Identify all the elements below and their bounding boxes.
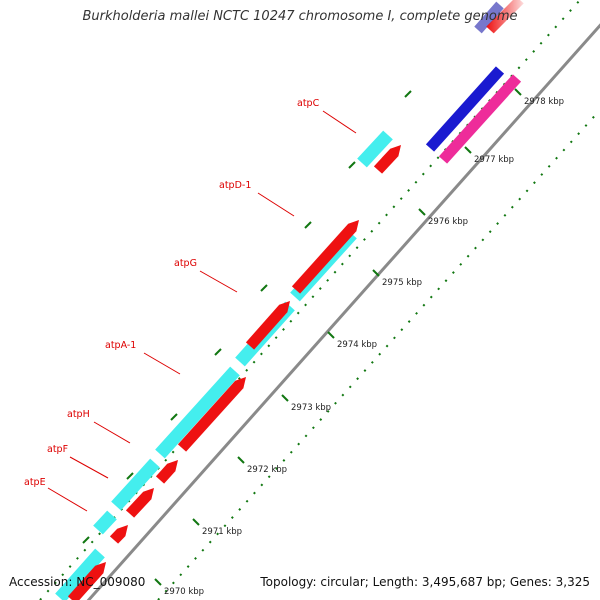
gene-block-reverse[interactable]	[67, 562, 106, 600]
scale-tick	[372, 269, 380, 277]
accession-text: Accession: NC_009080	[9, 575, 146, 589]
gene-block-forward[interactable]	[155, 366, 240, 459]
gene-block-fade-blue[interactable]	[474, 1, 504, 34]
outer-tick	[170, 413, 178, 421]
gene-block-forward[interactable]	[111, 458, 160, 511]
scale-tick	[418, 208, 426, 216]
outer-tick	[126, 472, 134, 480]
gene-leader-line	[322, 110, 357, 134]
scale-tick	[154, 578, 162, 586]
scale-tick	[327, 331, 335, 339]
gene-block-forward[interactable]	[357, 130, 393, 168]
scale-tick-label: 2974 kbp	[337, 340, 377, 350]
gene-label-atpe[interactable]: atpE	[24, 477, 46, 488]
gene-label-atpa-1[interactable]: atpA-1	[105, 340, 136, 351]
gene-label-atpd-1[interactable]: atpD-1	[219, 180, 251, 191]
scale-tick-label: 2973 kbp	[291, 403, 331, 413]
outer-tick	[214, 348, 222, 356]
gene-block-blue[interactable]	[425, 66, 505, 152]
gene-block-reverse[interactable]	[291, 220, 359, 294]
gene-leader-line	[199, 270, 238, 293]
scale-tick-label: 2971 kbp	[202, 527, 242, 537]
scale-tick	[192, 518, 200, 526]
outer-tick	[404, 90, 412, 98]
backbone-line	[86, 23, 600, 600]
gene-leader-line	[93, 421, 131, 444]
gene-leader-line	[47, 487, 88, 512]
gene-block-reverse[interactable]	[155, 460, 178, 484]
gene-block-fade-red[interactable]	[486, 0, 524, 34]
scale-tick-label: 2978 kbp	[524, 97, 564, 107]
outer-tick	[348, 161, 356, 169]
gene-block-magenta[interactable]	[438, 74, 522, 164]
gene-leader-line	[257, 192, 295, 217]
gene-block-forward[interactable]	[93, 510, 117, 535]
scale-tick-label: 2975 kbp	[382, 278, 422, 288]
gene-label-atpf[interactable]: atpF	[47, 444, 68, 455]
scale-tick	[281, 394, 289, 402]
scale-tick	[237, 456, 245, 464]
scale-tick-label: 2976 kbp	[428, 217, 468, 227]
gene-label-atpc[interactable]: atpC	[297, 98, 320, 109]
outer-tick	[82, 536, 90, 544]
gene-block-reverse[interactable]	[109, 525, 128, 544]
gene-block-reverse[interactable]	[373, 145, 401, 174]
scale-tick	[464, 146, 472, 154]
gene-block-reverse[interactable]	[245, 301, 290, 350]
gene-label-atph[interactable]: atpH	[67, 409, 90, 420]
scale-tick-label: 2977 kbp	[474, 155, 514, 165]
gene-label-atpg[interactable]: atpG	[174, 258, 197, 269]
gene-block-reverse[interactable]	[125, 488, 154, 518]
outer-tick	[304, 221, 312, 229]
gene-block-reverse[interactable]	[177, 377, 246, 452]
outer-tick	[260, 284, 268, 292]
page-title: Burkholderia mallei NCTC 10247 chromosom…	[82, 9, 518, 24]
scale-tick	[514, 88, 522, 96]
gene-leader-line	[69, 456, 109, 479]
genome-summary-text: Topology: circular; Length: 3,495,687 bp…	[260, 575, 590, 589]
scale-tick-label: 2972 kbp	[247, 465, 287, 475]
gene-block-forward[interactable]	[55, 548, 105, 600]
gene-leader-line	[143, 352, 181, 375]
scale-tick-label: 2970 kbp	[164, 587, 204, 597]
